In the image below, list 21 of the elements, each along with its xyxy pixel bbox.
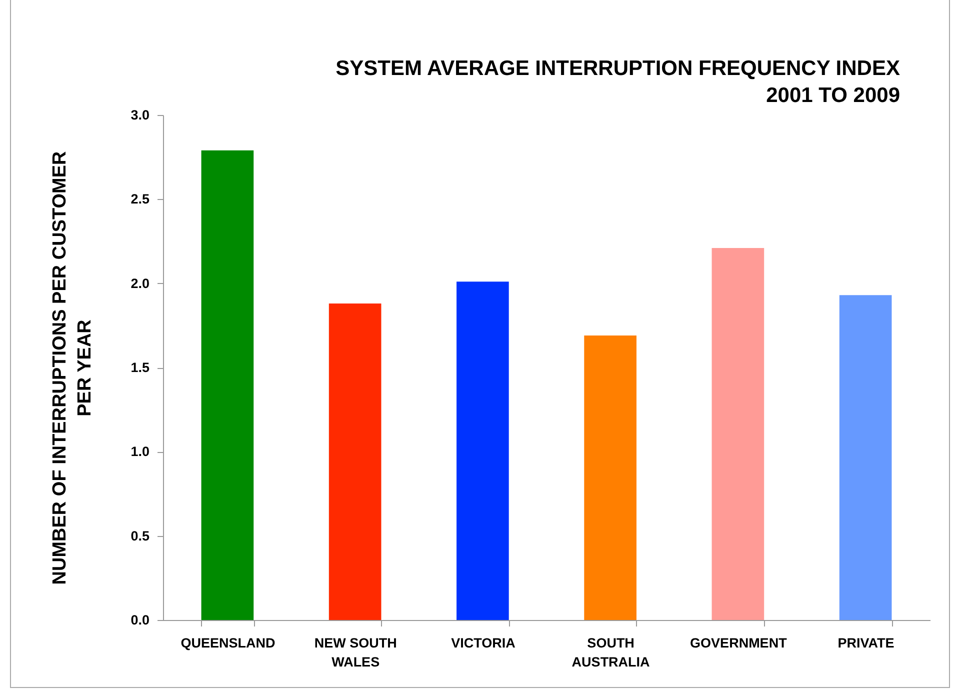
y-tick-label: 0.0 <box>130 612 150 628</box>
y-tick-label: 2.5 <box>130 192 150 207</box>
x-tick-label: SOUTH AUSTRALIA <box>572 636 650 670</box>
bar <box>712 248 764 620</box>
y-tick-label: 2.0 <box>130 276 150 291</box>
x-tick-label: GOVERNMENT <box>690 636 788 650</box>
bar <box>839 295 892 620</box>
chart-title: SYSTEM AVERAGE INTERRUPTION FREQUENCY INDEX 2001 TO 2009 <box>336 57 900 107</box>
bar <box>201 150 254 620</box>
bar <box>456 282 509 620</box>
y-tick-label: 0.5 <box>130 528 150 544</box>
bar <box>328 304 382 620</box>
x-tick-label: NEW SOUTH WALES <box>314 636 397 670</box>
y-tick-label: 1.0 <box>130 444 150 460</box>
x-tick-label: QUEENSLAND <box>180 636 276 650</box>
y-tick-label: 1.5 <box>130 360 150 375</box>
x-tick-label: PRIVATE <box>838 636 894 650</box>
y-tick-label: 3.0 <box>130 108 150 122</box>
bar <box>584 336 636 620</box>
y-axis-title: NUMBER OF INTERRUPTIONS PER CUSTOMER PER YEAR <box>50 150 96 585</box>
x-tick-label: VICTORIA <box>451 636 516 650</box>
